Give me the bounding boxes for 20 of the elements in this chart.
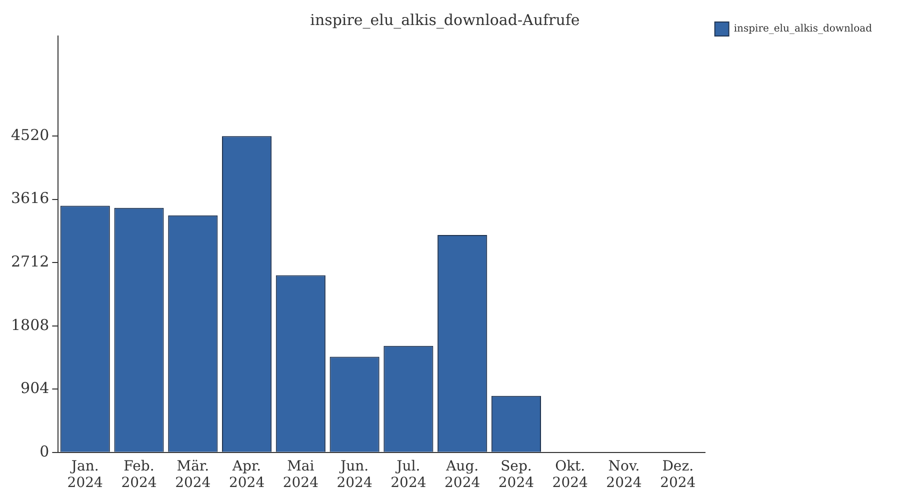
x-tick-label: Jul. 2024 xyxy=(390,458,426,492)
y-tick-label: 0 xyxy=(40,442,50,460)
x-tick-label: Okt. 2024 xyxy=(552,458,588,492)
x-tick-label: Mai 2024 xyxy=(282,458,319,492)
x-tick-label: Apr. 2024 xyxy=(228,458,265,492)
y-tick-label: 1808 xyxy=(10,316,50,334)
x-tick-label: Jun. 2024 xyxy=(336,458,372,492)
y-tick-label: 4520 xyxy=(10,126,50,144)
y-tick-label: 3616 xyxy=(10,189,50,208)
legend-label: inspire_elu_alkis_download xyxy=(734,24,873,35)
x-tick-label: Dez. 2024 xyxy=(660,458,696,492)
x-tick-label: Aug. 2024 xyxy=(444,458,480,492)
x-tick-label: Mär. 2024 xyxy=(175,458,211,492)
y-tick-label: 904 xyxy=(20,379,50,398)
x-tick-label: Sep. 2024 xyxy=(498,458,534,492)
x-tick-label: Jan. 2024 xyxy=(67,458,104,492)
y-tick-label: 2712 xyxy=(10,252,50,270)
x-tick-label: Nov. 2024 xyxy=(606,458,642,492)
x-tick-label: Feb. 2024 xyxy=(121,458,157,492)
chart-title: inspire_elu_alkis_download-Aufrufe xyxy=(310,10,580,29)
